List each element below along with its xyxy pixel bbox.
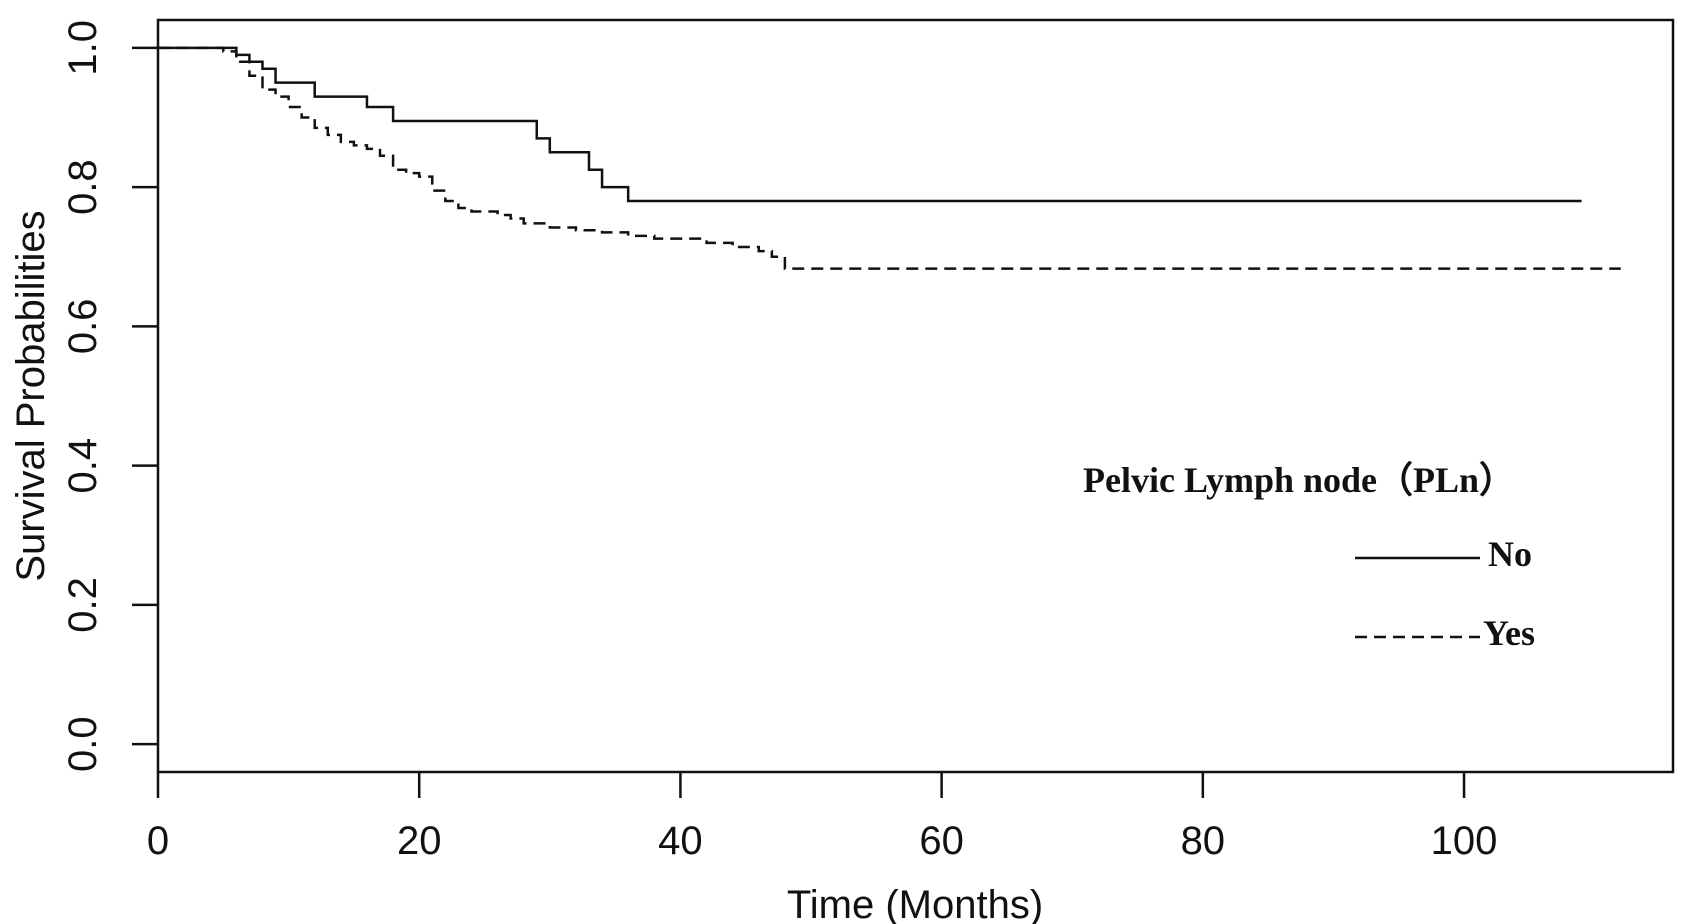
x-tick-label: 100 (1431, 819, 1498, 863)
x-tick-label: 20 (397, 819, 442, 863)
y-tick-label: 1.0 (61, 20, 105, 76)
legend-label-yes: Yes (1483, 613, 1535, 653)
y-axis: 0.0 0.2 0.4 0.6 0.8 1.0 (61, 20, 158, 772)
x-axis-title: Time (Months) (787, 883, 1043, 924)
series-lines (158, 46, 1621, 270)
y-tick-label: 0.8 (61, 159, 105, 215)
y-axis-title: Survival Probabilities (9, 210, 53, 581)
y-tick-label: 0.6 (61, 299, 105, 355)
plot-frame (156, 18, 1675, 774)
y-tick-label: 0.2 (61, 577, 105, 633)
series-line-yes (158, 46, 1621, 270)
legend-label-no: No (1488, 534, 1532, 574)
y-tick-label: 0.4 (61, 438, 105, 494)
x-tick-label: 0 (147, 819, 169, 863)
x-tick-label: 60 (919, 819, 964, 863)
x-tick-label: 40 (658, 819, 703, 863)
legend: Pelvic Lymph node（PLn） No Yes (1083, 460, 1535, 653)
y-tick-label: 0.0 (61, 716, 105, 772)
x-axis: 0 20 40 60 80 100 (147, 772, 1498, 863)
x-tick-label: 80 (1181, 819, 1226, 863)
series-line-no (158, 46, 1582, 203)
legend-title: Pelvic Lymph node（PLn） (1083, 460, 1515, 500)
